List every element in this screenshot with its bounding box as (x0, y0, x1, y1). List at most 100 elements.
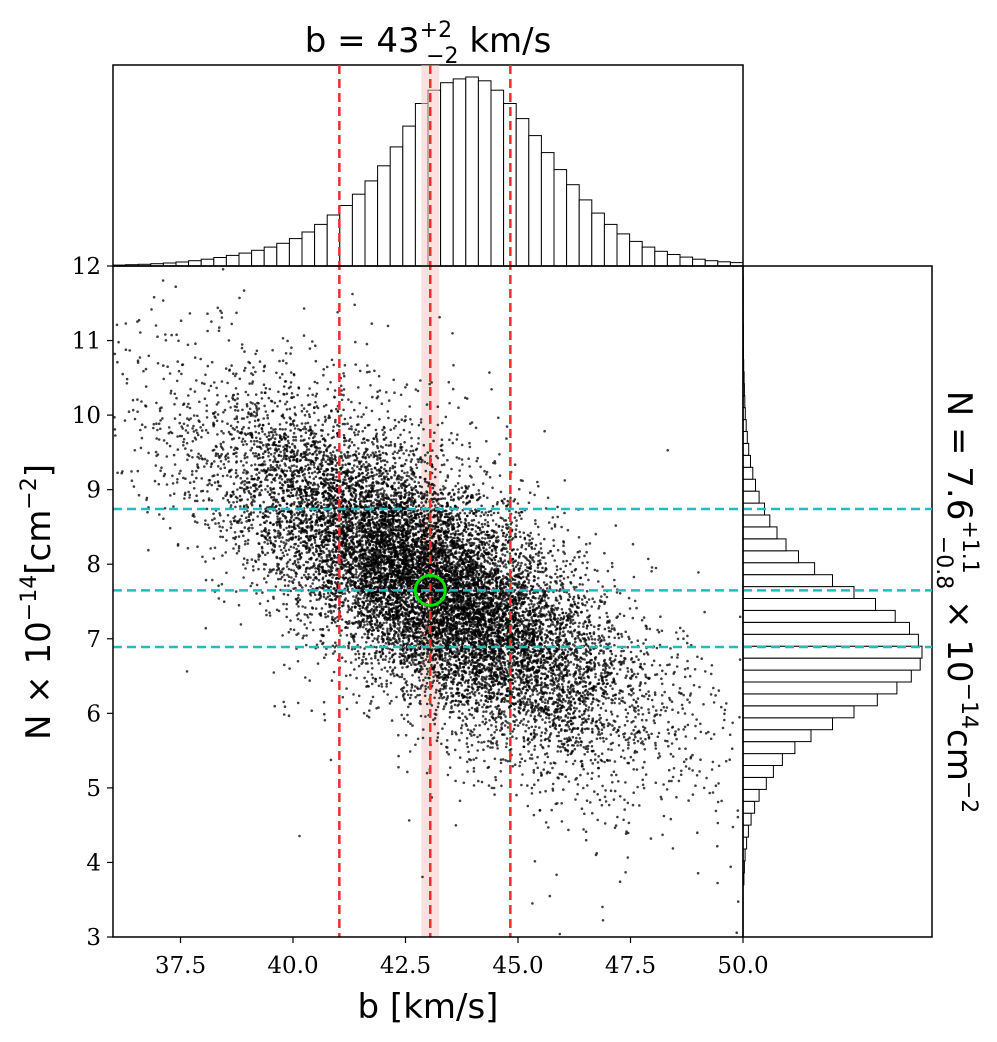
scatter-point (460, 486, 464, 490)
scatter-point (218, 525, 221, 528)
scatter-point (270, 426, 273, 430)
scatter-point (503, 724, 507, 727)
scatter-point (322, 592, 326, 596)
scatter-point (543, 761, 547, 764)
scatter-point (308, 415, 312, 419)
scatter-point (292, 578, 296, 581)
scatter-point (317, 598, 321, 601)
scatter-point (421, 875, 424, 879)
scatter-point (716, 821, 720, 825)
scatter-point (329, 451, 332, 455)
b-histogram-bar (566, 184, 580, 267)
scatter-point (219, 529, 223, 533)
scatter-point (597, 607, 600, 610)
scatter-point (567, 661, 570, 665)
scatter-point (388, 657, 392, 660)
scatter-point (342, 393, 345, 397)
scatter-point (340, 398, 344, 402)
scatter-point (298, 552, 302, 556)
scatter-point (526, 665, 529, 668)
scatter-point (302, 563, 306, 567)
scatter-point (506, 671, 509, 675)
scatter-point (313, 406, 316, 410)
scatter-point (300, 404, 304, 407)
scatter-point (614, 682, 617, 686)
scatter-point (355, 456, 359, 460)
scatter-point (324, 574, 328, 578)
scatter-point (313, 380, 317, 384)
scatter-point (282, 385, 286, 388)
scatter-point (176, 360, 179, 363)
scatter-point (487, 739, 490, 743)
scatter-point (735, 931, 738, 934)
scatter-point (266, 416, 270, 420)
scatter-point (549, 549, 552, 553)
scatter-point (685, 641, 689, 645)
scatter-point (712, 701, 716, 704)
scatter-point (593, 638, 597, 641)
N-histogram-bar (742, 609, 896, 623)
scatter-point (346, 454, 350, 457)
scatter-point (688, 694, 692, 697)
scatter-point (377, 684, 381, 688)
scatter-point (206, 459, 209, 463)
scatter-point (554, 632, 557, 635)
scatter-point (603, 795, 607, 799)
scatter-point (320, 434, 324, 438)
scatter-point (226, 474, 229, 477)
scatter-point (405, 383, 409, 386)
scatter-point (519, 510, 523, 514)
scatter-point (683, 712, 687, 715)
scatter-point (506, 726, 510, 729)
scatter-point (529, 531, 532, 535)
scatter-point (612, 798, 616, 801)
scatter-point (699, 722, 702, 726)
scatter-point (635, 768, 639, 771)
scatter-point (671, 847, 675, 850)
scatter-point (230, 522, 233, 526)
scatter-point (314, 400, 317, 404)
scatter-point (549, 581, 552, 584)
scatter-point (211, 474, 214, 478)
scatter-point (260, 530, 264, 533)
scatter-point (420, 501, 423, 504)
scatter-point (482, 494, 486, 498)
N-histogram-bar (742, 705, 855, 719)
scatter-point (455, 659, 458, 663)
scatter-point (289, 429, 292, 432)
scatter-point (298, 530, 301, 533)
scatter-point (378, 650, 382, 654)
scatter-point (405, 659, 409, 663)
N-histogram-bar (742, 550, 799, 564)
scatter-point (386, 670, 389, 673)
scatter-point (444, 541, 447, 545)
scatter-point (554, 596, 558, 600)
b-histogram-bar (263, 246, 278, 267)
scatter-point (654, 747, 658, 750)
b-histogram-bar (654, 250, 668, 267)
scatter-point (556, 548, 560, 552)
scatter-point (213, 460, 216, 463)
scatter-point (422, 678, 425, 682)
N-histogram-bar (742, 514, 771, 528)
scatter-point (354, 658, 358, 661)
scatter-point (609, 710, 613, 714)
scatter-point (522, 717, 526, 721)
scatter-point (551, 554, 554, 558)
scatter-point (386, 613, 390, 616)
scatter-point (349, 673, 352, 677)
scatter-point (264, 553, 267, 557)
scatter-point (419, 630, 423, 634)
scatter-point (170, 333, 173, 337)
scatter-point (529, 564, 533, 568)
scatter-point (493, 664, 497, 668)
scatter-point (286, 593, 290, 597)
scatter-point (249, 584, 252, 588)
scatter-point (601, 919, 605, 922)
scatter-point (384, 655, 388, 658)
scatter-point (217, 584, 220, 587)
scatter-point (435, 739, 439, 742)
scatter-point (589, 623, 593, 627)
scatter-point (529, 650, 532, 653)
scatter-point (222, 600, 226, 603)
